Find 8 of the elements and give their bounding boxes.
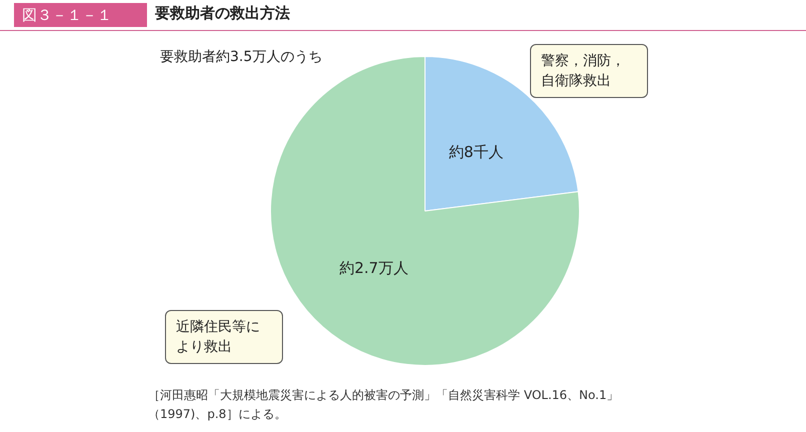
slice-label: 警察，消防，自衛隊救出	[530, 44, 648, 98]
text: ［河田惠昭「大規模地震災害による人的被害の予測」「自然災害科学 VOL.16、No.1」（1997)、p.8］による。	[148, 387, 620, 423]
caption: 図３－１－１	[14, 3, 147, 27]
slice-label: 近隣住民等により救出	[165, 310, 283, 364]
chart-subtitle: 要救助者約3.5万人のうち	[160, 48, 322, 66]
data-label: 約8千人	[448, 142, 504, 161]
data-label: 約2.7万人	[339, 258, 408, 277]
chart-title: 要救助者の救出方法	[155, 4, 290, 23]
